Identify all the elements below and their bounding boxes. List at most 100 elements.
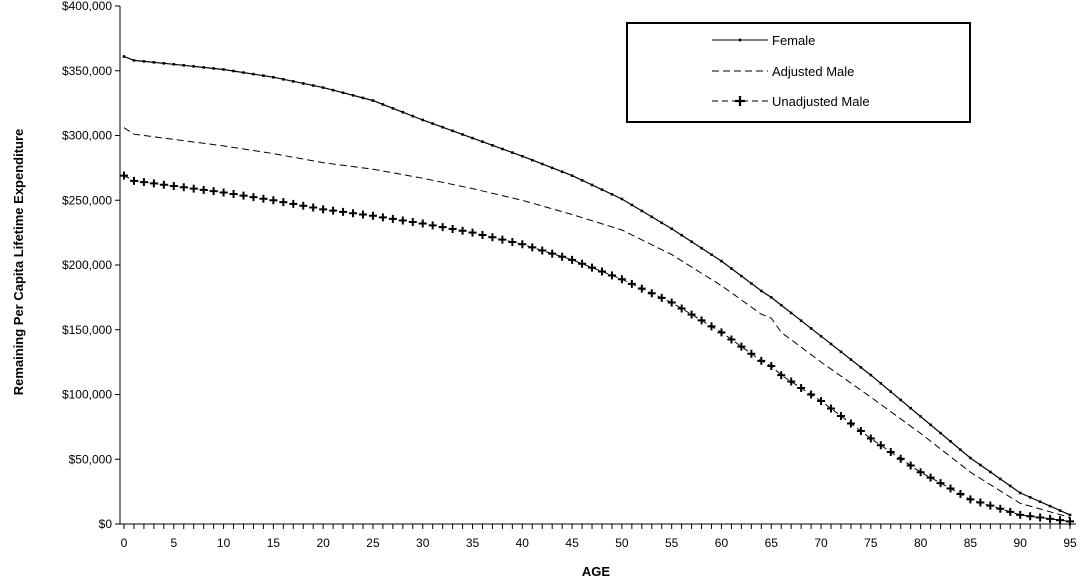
- legend-box: [626, 22, 971, 123]
- x-tick-label: 70: [814, 536, 828, 550]
- unadjusted-male-point: [836, 411, 845, 420]
- unadjusted-male-point: [518, 240, 527, 249]
- female-point: [580, 179, 584, 182]
- unadjusted-male-point: [528, 243, 537, 252]
- female-point: [979, 463, 982, 467]
- unadjusted-male-point: [279, 198, 288, 207]
- female-point: [471, 136, 474, 140]
- female-point: [530, 158, 534, 162]
- female-point: [182, 64, 186, 67]
- female-point: [142, 60, 146, 63]
- y-tick-label: $150,000: [62, 323, 112, 337]
- y-tick-label: $100,000: [62, 388, 112, 402]
- female-point: [730, 267, 733, 270]
- female-point: [710, 253, 713, 256]
- x-tick-label: 50: [615, 536, 629, 550]
- x-tick-label: 75: [864, 536, 878, 550]
- female-point: [740, 274, 743, 278]
- legend-marker-female: [738, 38, 742, 42]
- unadjusted-male-point: [697, 316, 706, 325]
- y-tick-label: $200,000: [62, 258, 112, 272]
- female-point: [341, 91, 345, 95]
- female-point: [501, 147, 504, 151]
- unadjusted-male-point: [428, 221, 437, 230]
- female-point: [192, 65, 196, 68]
- female-point: [122, 55, 126, 58]
- female-point: [1068, 513, 1072, 517]
- female-point: [282, 77, 285, 81]
- female-point: [391, 107, 395, 110]
- female-point: [809, 327, 813, 330]
- y-axis: $0 $50,000 $100,000 $150,000 $200,000 $250,00…: [62, 0, 121, 531]
- unadjusted-male-point: [717, 328, 726, 337]
- unadjusted-male-point: [538, 246, 547, 255]
- unadjusted-male-point: [329, 206, 338, 215]
- female-point: [610, 192, 614, 196]
- x-tick-label: 90: [1014, 536, 1028, 550]
- female-point: [242, 71, 245, 74]
- female-point: [998, 477, 1002, 481]
- unadjusted-male-point: [578, 259, 587, 268]
- female-point: [889, 390, 893, 393]
- unadjusted-male-point: [120, 171, 128, 180]
- x-axis-title: AGE: [582, 564, 611, 579]
- female-point: [540, 162, 544, 166]
- unadjusted-male-point: [647, 289, 656, 298]
- female-point: [760, 289, 763, 293]
- unadjusted-male-point: [418, 219, 427, 228]
- unadjusted-male-point: [856, 427, 865, 436]
- unadjusted-male-point: [657, 293, 666, 302]
- unadjusted-male-point: [916, 468, 925, 477]
- unadjusted-male-point: [159, 180, 168, 189]
- female-point: [451, 129, 454, 133]
- female-point: [421, 118, 425, 122]
- y-tick-label: $250,000: [62, 193, 112, 207]
- unadjusted-male-point: [378, 213, 387, 222]
- x-axis: 0 5 10 15 20 25 30 35 40 45 50 55 60 65 70 75 80 85 90 95: [120, 523, 1077, 550]
- unadjusted-male-point: [249, 193, 258, 202]
- unadjusted-male-point: [777, 371, 786, 380]
- female-point: [461, 133, 464, 136]
- unadjusted-male-point: [846, 419, 855, 428]
- y-axis-title: Remaining Per Capita Lifetime Expenditur…: [11, 129, 26, 396]
- female-point: [839, 350, 843, 354]
- unadjusted-male-point: [827, 404, 836, 413]
- female-point: [132, 59, 136, 62]
- female-point: [630, 203, 634, 207]
- female-point: [262, 74, 265, 77]
- series-layer: [120, 55, 1074, 526]
- legend-label-3: Unadjusted Male: [772, 94, 870, 109]
- legend-label-1: Female: [772, 33, 815, 48]
- female-point: [989, 470, 992, 474]
- unadjusted-male-point: [1016, 510, 1025, 519]
- x-tick-label: 95: [1063, 536, 1077, 550]
- unadjusted-male-point: [289, 199, 298, 208]
- female-point: [1038, 500, 1042, 504]
- female-point: [222, 68, 225, 71]
- female-point: [969, 456, 972, 460]
- unadjusted-male-point: [368, 211, 377, 220]
- x-tick-label: 20: [316, 536, 330, 550]
- female-point: [590, 183, 594, 187]
- unadjusted-male-point: [866, 434, 875, 443]
- female-point: [232, 69, 235, 73]
- x-tick-label: 55: [665, 536, 679, 550]
- unadjusted-male-point: [936, 479, 945, 488]
- unadjusted-male-point: [667, 298, 676, 307]
- unadjusted-male-point: [807, 390, 816, 399]
- unadjusted-male-point: [129, 176, 138, 185]
- x-tick-label: 5: [170, 536, 177, 550]
- unadjusted-male-point: [1046, 514, 1055, 523]
- female-point: [351, 94, 355, 97]
- female-point: [431, 122, 434, 125]
- unadjusted-male-point: [1006, 507, 1015, 516]
- female-point: [899, 398, 903, 402]
- female-point: [750, 282, 753, 285]
- unadjusted-male-point: [259, 194, 268, 203]
- female-point: [720, 259, 723, 263]
- female-point: [680, 233, 683, 237]
- unadjusted-male-point: [229, 190, 238, 199]
- legend: Female Adjusted Male Unadjusted Male: [626, 22, 971, 123]
- female-point: [1058, 509, 1062, 512]
